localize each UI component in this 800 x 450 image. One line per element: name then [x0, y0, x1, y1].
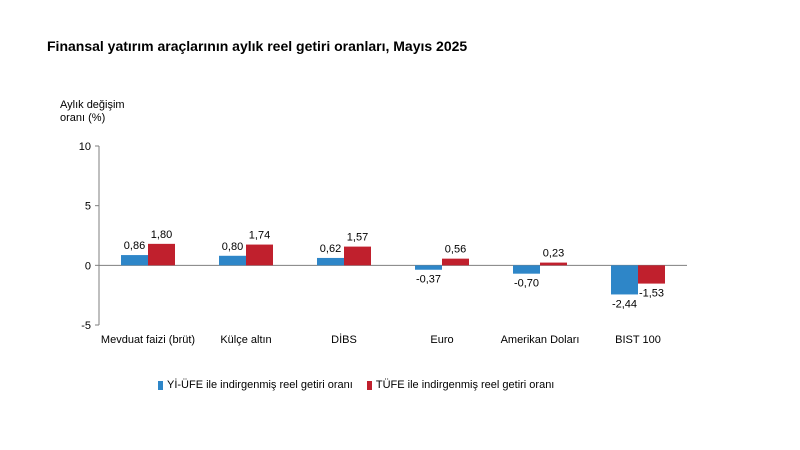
bar-series-2	[148, 243, 175, 266]
chart-title: Finansal yatırım araçlarının aylık reel …	[47, 38, 468, 54]
x-category-label: Euro	[430, 334, 453, 346]
bar-series-1	[415, 265, 442, 270]
bar-series-1	[513, 265, 540, 274]
bar-series-1	[219, 255, 246, 266]
legend-swatch-yi-ufe	[158, 380, 163, 390]
bar-value-label: 1,57	[347, 232, 368, 244]
y-axis-title-line-2: oranı (%)	[60, 112, 106, 124]
legend: Yİ-ÜFE ile indirgenmiş reel getiri oranı…	[158, 379, 568, 391]
x-category-label: DİBS	[331, 333, 357, 346]
bar-series-2	[638, 265, 665, 284]
bar-value-label: 1,80	[151, 229, 172, 241]
bar-value-label: 0,23	[543, 248, 564, 260]
x-category-label: Amerikan Doları	[501, 334, 580, 346]
bar-value-label: 0,56	[445, 244, 466, 256]
bar-value-label: -2,44	[612, 298, 637, 310]
legend-item-yi-ufe: Yİ-ÜFE ile indirgenmiş reel getiri oranı	[158, 379, 353, 391]
x-category-label: Mevduat faizi (brüt)	[101, 334, 195, 346]
bar-series-2	[442, 258, 469, 266]
bar-value-label: -0,37	[416, 274, 441, 286]
y-tick-label: -5	[81, 320, 91, 332]
bar-series-2	[540, 262, 567, 266]
y-tick-label: 10	[79, 141, 91, 153]
y-tick-label: 5	[85, 201, 91, 213]
y-axis-title: Aylık değişim oranı (%)	[60, 99, 140, 125]
x-category-label: Külçe altın	[220, 334, 271, 346]
bar-value-label: -1,53	[639, 288, 664, 300]
bar-value-label: 0,86	[124, 240, 145, 252]
x-category-label: BIST 100	[615, 334, 661, 346]
bar-value-label: 0,80	[222, 241, 243, 253]
bar-value-label: 0,62	[320, 243, 341, 255]
bar-value-label: 1,74	[249, 230, 270, 242]
bar-series-1	[121, 255, 148, 266]
bar-series-1	[611, 265, 638, 295]
legend-label-tufe: TÜFE ile indirgenmiş reel getiri oranı	[375, 379, 555, 391]
legend-item-tufe: TÜFE ile indirgenmiş reel getiri oranı	[366, 379, 555, 391]
bar-series-1	[317, 257, 344, 266]
bar-series-2	[246, 244, 273, 266]
y-axis-title-line-1: Aylık değişim	[60, 99, 125, 111]
legend-swatch-tufe	[366, 380, 372, 390]
bar-series-2	[344, 246, 371, 266]
bar-value-label: -0,70	[514, 278, 539, 290]
legend-label-yi-ufe: Yİ-ÜFE ile indirgenmiş reel getiri oranı	[167, 379, 353, 391]
y-tick-label: 0	[85, 260, 91, 272]
